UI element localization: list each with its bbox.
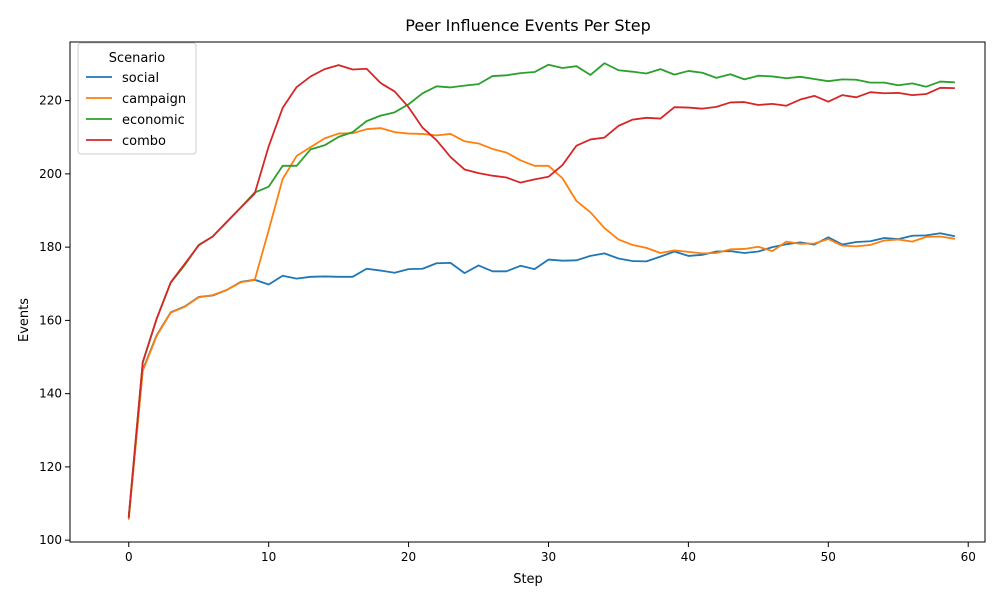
y-tick-label: 180 bbox=[39, 240, 62, 254]
y-tick-label: 100 bbox=[39, 533, 62, 547]
y-tick-label: 220 bbox=[39, 94, 62, 108]
series-line-combo bbox=[127, 64, 956, 518]
legend: Scenario social campaign economic combo bbox=[77, 42, 197, 155]
y-tick-label: 160 bbox=[39, 313, 62, 327]
y-tick-label: 120 bbox=[39, 460, 62, 474]
legend-box bbox=[77, 42, 197, 155]
legend-label-campaign: campaign bbox=[122, 92, 186, 107]
y-tick-label: 140 bbox=[39, 387, 62, 401]
y-axis-ticks: 100 120 140 160 180 200 220 bbox=[39, 94, 70, 547]
x-tick-label: 60 bbox=[961, 550, 976, 564]
x-tick-label: 40 bbox=[681, 550, 696, 564]
legend-label-social: social bbox=[122, 71, 159, 86]
y-axis-label: Events bbox=[17, 298, 32, 342]
legend-label-economic: economic bbox=[122, 113, 185, 128]
legend-label-combo: combo bbox=[122, 134, 166, 149]
x-axis-ticks: 0 10 20 30 40 50 60 bbox=[125, 542, 976, 564]
series-line-economic bbox=[127, 62, 956, 518]
chart-title: Peer Influence Events Per Step bbox=[405, 16, 651, 35]
series-line-campaign bbox=[127, 127, 956, 520]
legend-title: Scenario bbox=[109, 51, 166, 66]
plot-frame bbox=[69, 41, 986, 543]
x-tick-label: 50 bbox=[821, 550, 836, 564]
x-tick-label: 20 bbox=[401, 550, 416, 564]
x-tick-label: 30 bbox=[541, 550, 556, 564]
plot-lines bbox=[127, 62, 956, 520]
y-tick-label: 200 bbox=[39, 167, 62, 181]
legend-items: social campaign economic combo bbox=[86, 71, 186, 149]
x-axis-label: Step bbox=[513, 572, 543, 587]
x-tick-label: 10 bbox=[261, 550, 276, 564]
x-tick-label: 0 bbox=[125, 550, 133, 564]
